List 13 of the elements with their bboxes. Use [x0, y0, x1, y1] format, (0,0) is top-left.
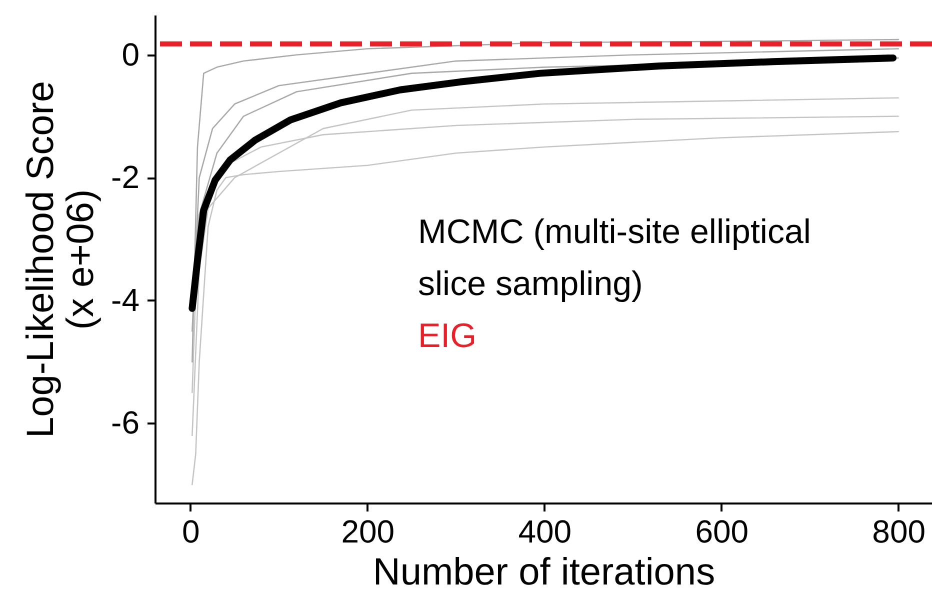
x-tick-label: 200 — [341, 514, 395, 550]
y-tick-label: -6 — [111, 404, 140, 441]
ref-line-label: EIG — [418, 317, 477, 355]
x-tick-label: 0 — [182, 514, 200, 550]
x-tick-label: 600 — [695, 514, 749, 550]
y-axis-title: Log-Likelihood Score (x e+06) — [20, 80, 102, 438]
y-tick-label: 0 — [122, 36, 140, 72]
x-tick-label: 800 — [872, 514, 926, 550]
y-tick-label: -4 — [111, 282, 140, 318]
y-tick-label: -2 — [111, 159, 140, 196]
x-tick-label: 400 — [518, 514, 572, 550]
text: MCMC (multi-site elliptical slice sampling) — [418, 213, 811, 303]
x-axis-title: Number of iterations — [372, 552, 716, 594]
